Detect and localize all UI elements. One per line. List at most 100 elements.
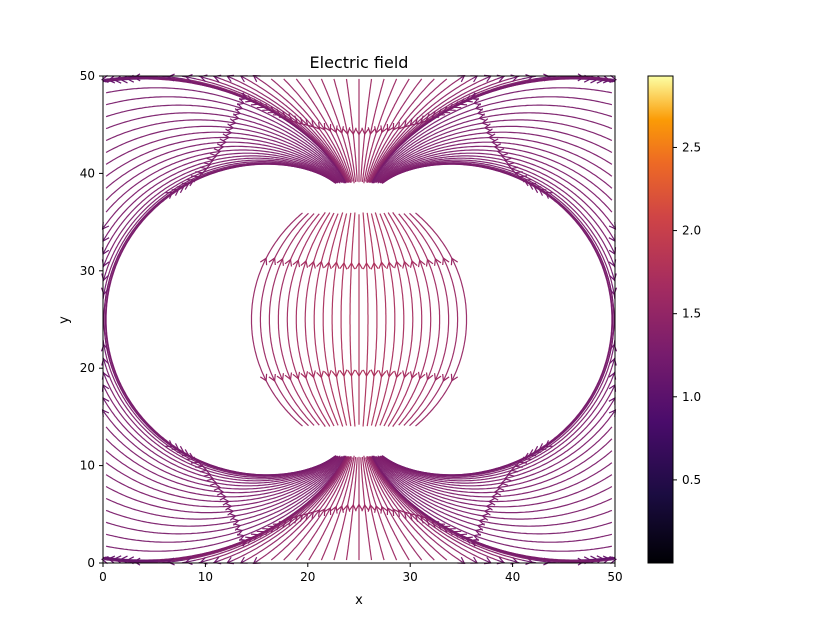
streamline-arrow (259, 373, 268, 382)
streamline-arrow (235, 102, 244, 111)
streamline-arrow (276, 257, 284, 266)
streamline (611, 385, 616, 392)
streamline (381, 162, 613, 284)
streamline (367, 455, 435, 561)
streamline-arrow (324, 123, 332, 133)
streamline-arrow (100, 287, 109, 296)
streamline (609, 558, 614, 561)
streamline (105, 367, 337, 478)
streamline (245, 456, 349, 561)
streamline-arrow (474, 528, 483, 537)
streamline-arrow (316, 370, 324, 379)
streamline-arrow (206, 473, 215, 482)
streamline (320, 455, 355, 561)
streamline (322, 319, 344, 427)
streamline (105, 426, 339, 490)
streamline (102, 247, 107, 254)
streamline (366, 78, 423, 183)
streamline-arrow (370, 369, 379, 378)
streamline (105, 450, 341, 498)
streamline-arrow (496, 482, 505, 491)
streamline (392, 212, 432, 320)
streamlines (100, 73, 618, 566)
streamline-arrow (330, 125, 338, 134)
streamline-arrow (231, 517, 240, 526)
x-tick-label: 30 (403, 570, 418, 584)
chart-title: Electric field (310, 53, 409, 72)
streamline (105, 125, 343, 183)
streamline (208, 78, 347, 183)
streamline-arrow (378, 370, 387, 378)
streamline-arrow (348, 127, 357, 136)
streamline (371, 77, 612, 183)
colorbar-gradient (647, 75, 674, 564)
streamline-arrow (493, 143, 502, 152)
streamline-arrow (278, 520, 287, 528)
streamline (381, 161, 613, 272)
streamline-arrow (478, 517, 487, 526)
streamline (609, 78, 614, 81)
streamline (379, 152, 613, 225)
streamline-arrow (469, 539, 478, 547)
streamline (366, 456, 423, 561)
streamline-arrow (481, 512, 490, 521)
streamline (295, 78, 352, 183)
streamline (181, 75, 197, 80)
streamline-arrow (450, 257, 459, 266)
streamline-arrow (235, 528, 244, 537)
streamline (105, 119, 343, 184)
streamline-arrow (233, 523, 242, 531)
streamline-arrow (165, 440, 174, 448)
streamline (250, 319, 303, 427)
streamline-arrow (609, 287, 618, 296)
streamline-arrow (609, 556, 618, 565)
streamline-arrow (374, 126, 382, 135)
streamline (611, 247, 616, 254)
streamline-arrow (380, 505, 388, 514)
streamline (361, 78, 385, 183)
y-tick-label: 50 (80, 69, 95, 83)
streamline (308, 457, 353, 561)
streamline (374, 456, 613, 527)
streamline (378, 438, 613, 494)
streamline-arrow (330, 505, 338, 514)
streamline (102, 385, 107, 392)
streamline-arrow (347, 369, 356, 378)
streamline-arrow (503, 157, 512, 166)
streamline (295, 319, 331, 427)
streamline (313, 319, 339, 426)
streamline (361, 456, 385, 561)
streamline (375, 125, 613, 183)
streamline (104, 558, 109, 561)
streamline (105, 402, 338, 484)
streamline (370, 456, 498, 561)
streamline-arrow (544, 440, 553, 448)
streamline-arrow (348, 503, 357, 512)
streamline (103, 223, 107, 228)
streamline-arrow (184, 74, 193, 82)
streamline-arrow (216, 143, 225, 152)
streamline-arrow (339, 261, 348, 270)
streamline (349, 319, 356, 427)
streamline (368, 78, 448, 183)
streamline-arrow (203, 162, 212, 170)
streamline (387, 319, 423, 427)
streamline (254, 559, 259, 563)
streamline (277, 319, 320, 426)
streamline-arrow (374, 504, 382, 513)
streamline-arrow (284, 258, 293, 267)
streamline (333, 78, 357, 183)
streamline-arrow (442, 257, 450, 266)
streamline-arrow (367, 127, 376, 136)
streamline-arrow (107, 555, 116, 564)
streamline (258, 78, 350, 183)
streamline (366, 319, 378, 427)
streamline-arrow (171, 443, 180, 451)
streamline-arrow (362, 369, 371, 378)
streamline-arrow (292, 371, 301, 380)
streamline (368, 456, 448, 561)
streamline (363, 455, 398, 561)
colorbar-tick-label: 0.5 (682, 473, 701, 487)
streamline (381, 159, 613, 261)
streamline (360, 78, 373, 182)
